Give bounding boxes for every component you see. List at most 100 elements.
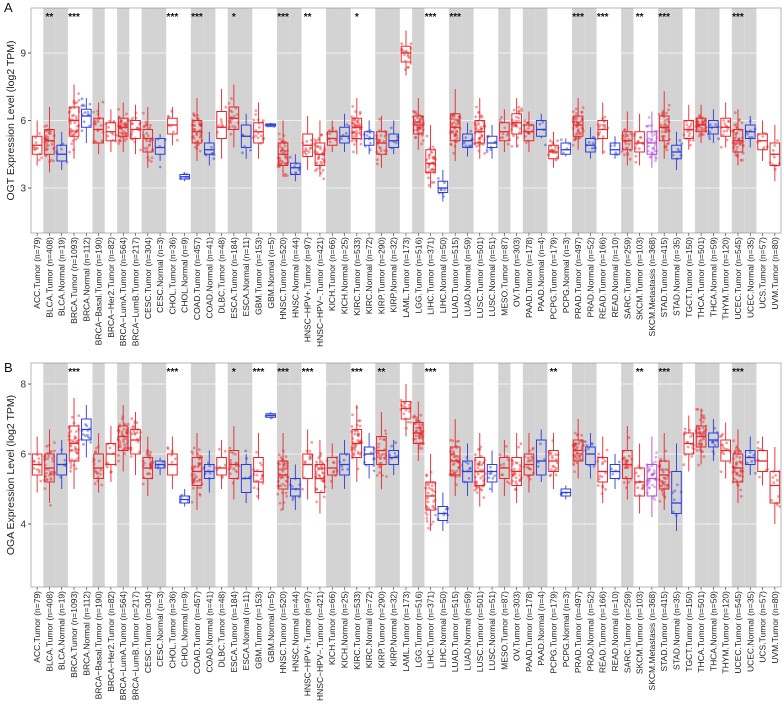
sample-point [320, 467, 324, 471]
sample-point [735, 125, 738, 129]
sample-point [430, 484, 434, 488]
sample-point [697, 115, 701, 119]
sample-point [283, 484, 287, 488]
sample-point [358, 440, 361, 444]
sample-point [314, 169, 317, 173]
significance-stars: *** [167, 12, 179, 23]
sample-point [80, 97, 84, 101]
sample-point [322, 495, 326, 499]
sample-point [47, 130, 51, 134]
iqr-box [253, 457, 264, 483]
sample-point [697, 442, 701, 445]
sample-point [231, 124, 234, 128]
sample-point [664, 449, 668, 453]
sample-point [457, 439, 461, 443]
sample-point [652, 469, 656, 472]
sample-point [96, 475, 100, 479]
x-category-label: GBM.Normal (n=5) [266, 237, 276, 309]
sample-point [220, 120, 223, 124]
sample-point [662, 137, 665, 141]
sample-point [48, 474, 51, 477]
x-category-label: SKCM.Tumor (n=103) [635, 591, 645, 674]
sample-point [600, 462, 604, 466]
sample-point [378, 118, 381, 121]
sample-point [548, 452, 552, 456]
sample-point [723, 122, 727, 125]
sample-point [352, 453, 356, 456]
sample-point [554, 458, 558, 461]
sample-point [683, 427, 687, 431]
sample-point [70, 114, 74, 118]
sample-point [72, 113, 76, 117]
sample-point [84, 423, 87, 426]
sample-point [671, 153, 675, 157]
sample-point [548, 474, 552, 478]
sample-point [479, 468, 482, 472]
cancer-type-band [117, 363, 130, 587]
sample-point [407, 56, 411, 59]
sample-point [488, 487, 492, 491]
sample-point [414, 110, 418, 114]
sample-point [74, 436, 78, 440]
x-category-label: KIRP.Tumor (n=290) [376, 591, 386, 668]
sample-point [359, 142, 363, 146]
significance-stars: ** [636, 12, 644, 23]
sample-point [725, 129, 729, 133]
sample-point [598, 131, 602, 134]
sample-point [442, 513, 446, 517]
iqr-box [486, 135, 498, 148]
sample-point [416, 126, 420, 130]
sample-point [735, 141, 739, 145]
sample-point [419, 121, 423, 125]
sample-point [427, 483, 430, 487]
sample-point [345, 123, 349, 126]
sample-point [605, 448, 609, 452]
iqr-box [400, 45, 412, 63]
sample-point [120, 430, 124, 433]
sample-point [554, 473, 558, 477]
sample-point [197, 448, 201, 451]
sample-point [698, 433, 702, 437]
sample-point [526, 460, 530, 463]
x-category-label: DLBC.Tumor (n=48) [217, 591, 227, 668]
sample-point [47, 454, 51, 458]
sample-point [94, 450, 98, 454]
sample-point [75, 101, 79, 104]
sample-point [573, 442, 577, 446]
sample-point [96, 472, 99, 475]
sample-point [733, 470, 737, 474]
sample-points [448, 112, 462, 155]
sample-point [640, 487, 644, 491]
sample-point [192, 113, 196, 117]
sample-point [525, 121, 529, 125]
sample-point [125, 123, 128, 126]
sample-point [739, 158, 743, 162]
sample-point [75, 440, 79, 443]
iqr-box [81, 108, 92, 128]
sample-point [316, 157, 320, 160]
sample-point [417, 434, 421, 438]
sample-point [70, 458, 74, 461]
sample-point [514, 476, 518, 480]
sample-point [500, 116, 503, 119]
x-category-label: BRCA−LumB.Tumor (n=217) [131, 591, 141, 700]
sample-point [283, 467, 287, 471]
sample-point [559, 138, 563, 142]
sample-point [197, 457, 201, 461]
sample-point [432, 506, 436, 510]
sample-point [701, 426, 705, 430]
sample-point [737, 137, 741, 141]
sample-point [500, 473, 503, 477]
sample-point [148, 140, 152, 144]
sample-point [701, 416, 704, 420]
sample-point [721, 443, 725, 447]
sample-point [284, 149, 287, 153]
sample-point [378, 129, 381, 132]
sample-point [580, 110, 584, 114]
x-category-label: PCPG.Normal (n=3) [561, 591, 571, 667]
sample-point [665, 111, 668, 115]
sample-point [99, 468, 103, 472]
significance-stars: *** [253, 367, 265, 378]
iqr-box [326, 457, 338, 476]
sample-point [241, 151, 244, 155]
